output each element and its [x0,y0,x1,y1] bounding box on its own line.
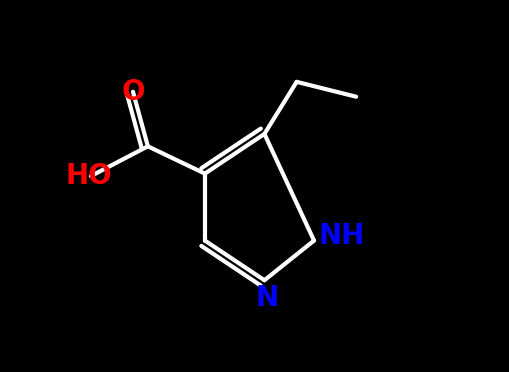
Text: NH: NH [318,222,364,250]
Text: N: N [256,283,278,312]
Text: HO: HO [65,162,111,190]
Text: O: O [121,78,145,106]
